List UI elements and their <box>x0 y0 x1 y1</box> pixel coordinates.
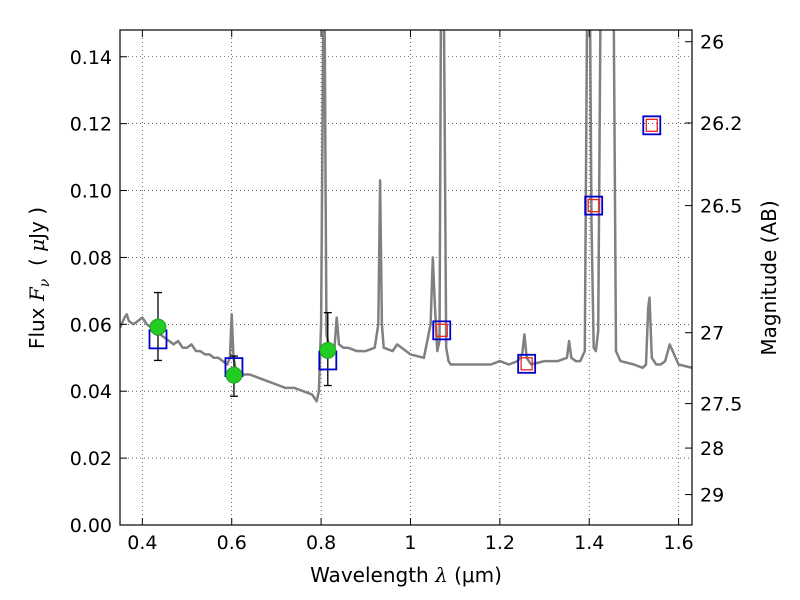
observed-flux-point <box>319 342 337 359</box>
y-tick-label: 0.10 <box>70 181 112 203</box>
x-tick-label: 1.6 <box>663 532 693 554</box>
x-tick-label: 0.8 <box>306 532 336 554</box>
y-axis-label: Flux Fν ( μJy ) <box>25 207 53 349</box>
y-tick-label: 0.08 <box>70 247 112 269</box>
y-tick-label: 0.14 <box>70 47 112 69</box>
synthetic-flux-square <box>642 115 662 136</box>
spectrum-layer <box>120 30 692 403</box>
right-axis-tick-label: 26 <box>700 32 724 54</box>
right-axis-tick-label: 26.2 <box>700 113 742 135</box>
synthetic-flux-square-red <box>520 357 533 371</box>
y-tick-label: 0.06 <box>70 314 112 336</box>
y-tick-label: 0.02 <box>70 448 112 470</box>
x-tick-label: 1.2 <box>485 532 515 554</box>
x-tick-label: 1.4 <box>574 532 604 554</box>
grid <box>120 30 692 526</box>
right-axis-tick-label: 28 <box>700 438 724 460</box>
right-axis-label: Magnitude (AB) <box>757 200 781 355</box>
x-axis-label: Wavelength λ (μm) <box>310 563 502 587</box>
right-axis-tick-label: 29 <box>700 485 724 507</box>
ticks: 0.4 0.6 0.8 1 1.2 1.4 1.6 0.00 0.02 0.04 0.06 0.08 0… <box>70 30 742 554</box>
x-tick-label: 1 <box>404 532 416 554</box>
observed-flux-point <box>225 366 243 384</box>
synthetic-flux-square <box>517 353 537 374</box>
x-tick-label: 0.4 <box>127 532 157 554</box>
spectrum-line <box>120 30 692 403</box>
y-tick-label: 0.12 <box>70 114 112 136</box>
synthetic-flux-square <box>432 320 452 341</box>
synthetic-flux-square-red <box>435 323 448 337</box>
x-tick-label: 0.6 <box>217 532 247 554</box>
y-tick-label: 0.00 <box>70 515 112 537</box>
right-axis-tick-label: 26.5 <box>700 196 742 218</box>
observed-flux-point <box>149 318 167 336</box>
synthetic-flux-square-red <box>645 118 658 132</box>
synthetic-flux-square <box>584 195 604 216</box>
right-axis-tick-label: 27.5 <box>700 394 742 416</box>
synthetic-flux-square-red <box>587 198 600 213</box>
right-axis-tick-label: 27 <box>700 323 724 345</box>
markers <box>148 115 662 397</box>
plot-frame <box>119 29 693 526</box>
y-tick-label: 0.04 <box>70 381 112 403</box>
